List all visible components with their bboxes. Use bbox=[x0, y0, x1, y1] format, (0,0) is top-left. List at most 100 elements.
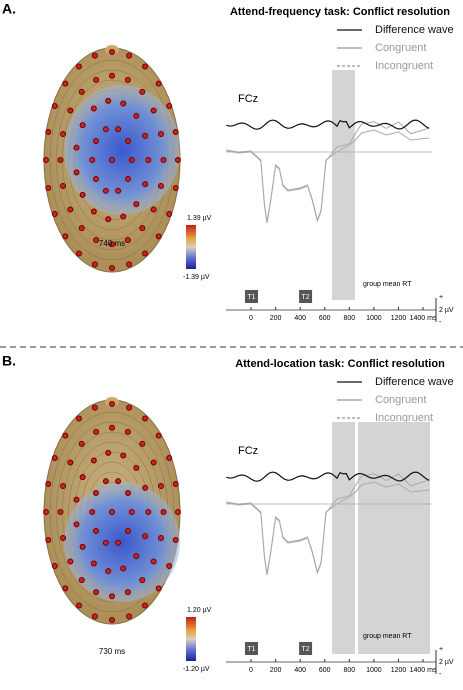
electrode bbox=[57, 157, 64, 163]
electrode bbox=[115, 187, 122, 194]
electrode bbox=[157, 535, 164, 542]
scale-plus: + bbox=[439, 294, 443, 301]
electrode bbox=[166, 211, 173, 217]
scale-minus: - bbox=[439, 671, 442, 678]
electrode bbox=[102, 539, 109, 546]
electrode bbox=[51, 211, 58, 217]
x-tick-label: 1400 ms bbox=[410, 315, 437, 322]
electrode bbox=[175, 509, 181, 515]
electrode bbox=[109, 49, 115, 55]
colorbar-min: -1.20 µV bbox=[183, 666, 210, 673]
electrode bbox=[157, 482, 164, 489]
electrode bbox=[125, 489, 132, 496]
electrode bbox=[133, 553, 140, 560]
electrode bbox=[157, 183, 164, 190]
electrode bbox=[124, 428, 131, 435]
electrode bbox=[90, 105, 97, 112]
electrode bbox=[125, 137, 132, 144]
negative-region bbox=[64, 85, 180, 215]
electrode bbox=[73, 521, 80, 528]
electrode bbox=[67, 459, 74, 466]
electrode bbox=[91, 613, 98, 620]
electrode bbox=[126, 404, 133, 411]
electrode bbox=[45, 184, 52, 191]
electrode bbox=[125, 528, 132, 535]
electrode bbox=[93, 237, 100, 244]
electrode bbox=[166, 563, 173, 569]
electrode bbox=[172, 481, 179, 488]
electrode bbox=[79, 543, 86, 550]
legend-label: Incongruent bbox=[375, 412, 433, 424]
negative-region bbox=[64, 482, 180, 602]
electrode bbox=[160, 509, 167, 515]
electrode bbox=[78, 577, 85, 584]
event-marker bbox=[245, 290, 258, 303]
electrode bbox=[172, 536, 179, 543]
electrode bbox=[79, 474, 86, 481]
event-label: T2 bbox=[301, 646, 309, 653]
electrode bbox=[62, 585, 69, 592]
legend-label: Difference wave bbox=[375, 376, 454, 388]
colorbar-max: 1.20 µV bbox=[187, 607, 212, 614]
electrode bbox=[105, 568, 112, 575]
rt-label: group mean RT bbox=[363, 633, 412, 640]
electrode bbox=[73, 169, 80, 176]
scale-label: 2 µV bbox=[439, 659, 454, 666]
electrode bbox=[128, 509, 135, 515]
panel-title: Attend-location task: Conflict resolutio… bbox=[235, 358, 445, 370]
electrode bbox=[145, 509, 152, 515]
electrode bbox=[175, 157, 181, 163]
x-tick-label: 600 bbox=[319, 667, 331, 674]
electrode bbox=[139, 88, 146, 95]
electrode bbox=[128, 157, 135, 163]
electrode bbox=[125, 176, 132, 183]
electrode bbox=[120, 213, 127, 220]
electrode bbox=[91, 52, 98, 59]
colorbar bbox=[186, 225, 196, 269]
contour bbox=[49, 411, 175, 613]
electrode bbox=[166, 103, 173, 109]
x-tick-label: 200 bbox=[270, 667, 282, 674]
scale-label: 2 µV bbox=[439, 307, 454, 314]
shade bbox=[332, 70, 355, 300]
legend-label: Difference wave bbox=[375, 24, 454, 36]
wave-difference bbox=[226, 471, 430, 482]
colorbar-min: -1.39 µV bbox=[183, 274, 210, 281]
electrode bbox=[142, 602, 148, 609]
electrode bbox=[124, 76, 131, 83]
electrode bbox=[78, 88, 85, 95]
event-marker bbox=[245, 642, 258, 655]
electrode bbox=[157, 130, 164, 137]
electrode bbox=[155, 233, 162, 240]
electrode bbox=[139, 577, 146, 584]
electrode bbox=[160, 157, 167, 163]
electrode bbox=[62, 233, 69, 240]
electrode bbox=[60, 183, 67, 190]
x-tick-label: 1400 ms bbox=[410, 667, 437, 674]
electrode bbox=[78, 225, 85, 232]
electrode bbox=[145, 157, 152, 163]
event-marker bbox=[299, 290, 313, 303]
electrode bbox=[155, 80, 162, 87]
electrode bbox=[126, 613, 133, 620]
x-tick-label: 400 bbox=[294, 315, 306, 322]
electrode bbox=[142, 181, 149, 188]
electrode bbox=[115, 539, 122, 546]
electrode bbox=[105, 97, 112, 104]
electrode bbox=[139, 440, 146, 447]
electrode-label: FCz bbox=[238, 445, 258, 457]
electrode bbox=[76, 602, 82, 609]
electrode bbox=[93, 428, 100, 435]
electrode bbox=[79, 122, 86, 129]
electrode bbox=[76, 63, 82, 70]
electrode bbox=[150, 206, 157, 213]
electrode bbox=[150, 107, 157, 114]
electrode bbox=[102, 126, 109, 133]
x-tick-label: 800 bbox=[343, 315, 355, 322]
electrode bbox=[150, 459, 157, 466]
electrode bbox=[43, 509, 49, 515]
electrode bbox=[76, 250, 82, 257]
electrode bbox=[93, 589, 100, 596]
electrode bbox=[89, 157, 96, 163]
electrode bbox=[120, 100, 127, 107]
